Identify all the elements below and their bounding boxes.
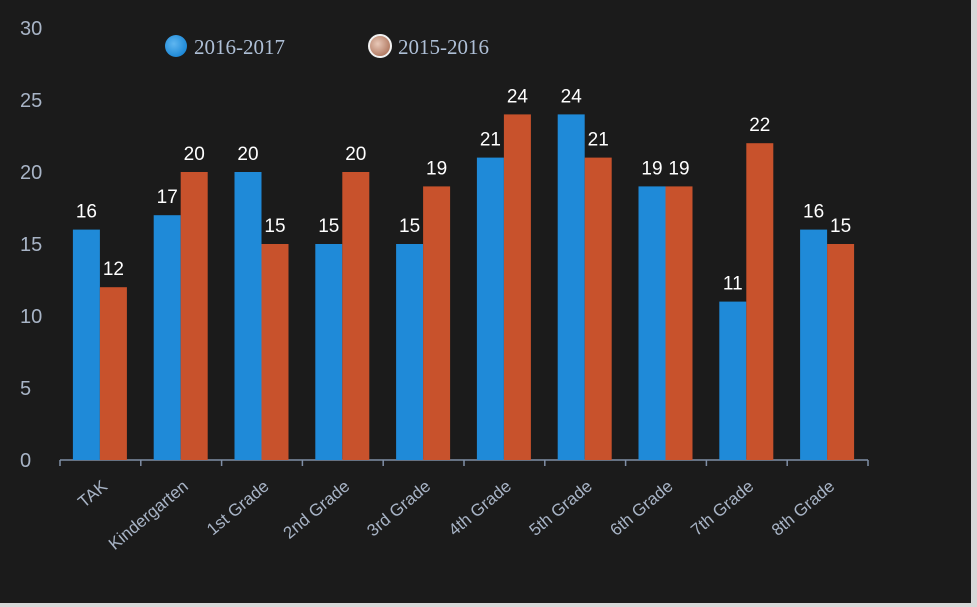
data-label: 20: [237, 144, 258, 165]
category-label: 3rd Grade: [363, 477, 434, 541]
bar-series-2: [261, 244, 289, 460]
y-tick-label: 0: [20, 450, 31, 472]
y-tick-label: 30: [20, 18, 42, 40]
data-label: 20: [345, 144, 366, 165]
y-axis: 0 5 10 15 20 25 30: [20, 18, 42, 472]
data-label: 19: [668, 158, 689, 179]
bar-series-2: [342, 172, 370, 460]
bar-series-1: [396, 244, 424, 460]
bars: [72, 114, 855, 461]
data-label: 17: [157, 187, 178, 208]
category-label: 1st Grade: [203, 477, 272, 540]
data-label: 20: [184, 144, 205, 165]
y-tick-label: 25: [20, 90, 42, 112]
y-tick-label: 5: [20, 378, 31, 400]
bar-series-1: [72, 229, 100, 460]
data-label: 21: [588, 130, 609, 151]
bar-series-1: [557, 114, 585, 461]
legend-label: 2016-2017: [194, 35, 285, 59]
data-label: 12: [103, 259, 124, 280]
data-label: 11: [723, 274, 743, 295]
legend-label: 2015-2016: [398, 35, 489, 59]
bar-series-1: [234, 172, 262, 460]
category-label: 2nd Grade: [280, 477, 354, 543]
bar-series-1: [476, 157, 504, 460]
data-label: 15: [318, 216, 339, 237]
bar-series-1: [153, 215, 181, 460]
bar-series-2: [180, 172, 208, 460]
bar-series-2: [665, 186, 693, 460]
y-tick-label: 10: [20, 306, 42, 328]
bar-series-2: [827, 244, 855, 460]
category-label: 7th Grade: [687, 477, 757, 540]
data-label: 19: [641, 158, 662, 179]
legend-marker: [165, 35, 187, 57]
category-label: 8th Grade: [768, 477, 838, 540]
category-label: 6th Grade: [606, 477, 676, 540]
data-label: 16: [803, 202, 824, 223]
category-label: Kindergarten: [105, 477, 192, 554]
legend: 2016-2017 2015-2016: [165, 34, 489, 59]
bar-series-2: [746, 143, 774, 460]
data-labels: 16 17 20 15 15 21 24 19 11 16 12 20 15 20 19 24 21 19 22 15: [76, 86, 851, 294]
bar-series-1: [315, 244, 343, 460]
bar-series-2: [503, 114, 531, 461]
category-label: 5th Grade: [526, 477, 596, 540]
bar-series-2: [99, 287, 127, 460]
bar-series-2: [423, 186, 451, 460]
bar-series-1: [719, 301, 747, 460]
x-axis: [59, 459, 869, 466]
data-label: 21: [480, 130, 501, 151]
bar-series-1: [638, 186, 666, 460]
y-tick-label: 20: [20, 162, 42, 184]
bar-series-1: [800, 229, 828, 460]
bar-series-2: [584, 157, 612, 460]
data-label: 22: [749, 115, 770, 136]
legend-marker: [368, 34, 392, 58]
data-label: 16: [76, 202, 97, 223]
data-label: 15: [830, 216, 851, 237]
y-tick-label: 15: [20, 234, 42, 256]
data-label: 24: [507, 86, 529, 107]
data-label: 19: [426, 158, 447, 179]
category-label: 4th Grade: [445, 477, 515, 540]
data-label: 15: [264, 216, 285, 237]
data-label: 15: [399, 216, 420, 237]
category-label: TAK: [74, 476, 111, 511]
data-label: 24: [561, 86, 583, 107]
